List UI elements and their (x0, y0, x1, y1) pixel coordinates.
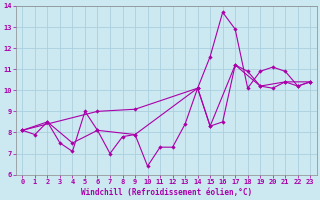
X-axis label: Windchill (Refroidissement éolien,°C): Windchill (Refroidissement éolien,°C) (81, 188, 252, 197)
